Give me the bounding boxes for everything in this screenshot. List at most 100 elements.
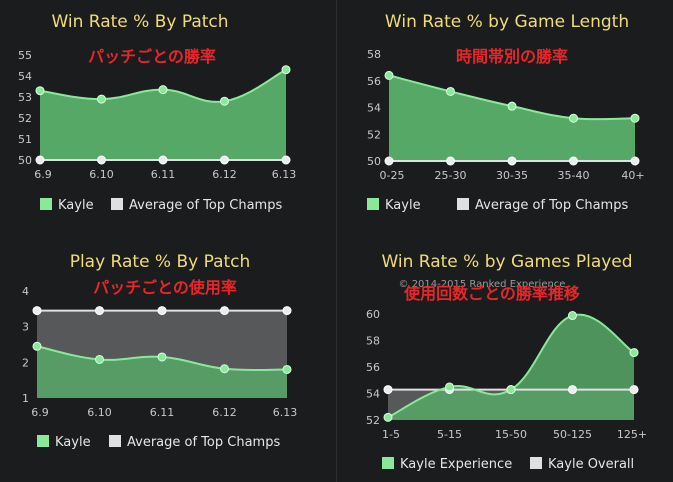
legend-item-series-1[interactable]: Kayle — [40, 198, 94, 213]
data-point-average[interactable] — [158, 155, 168, 165]
legend-label: Average of Top Champs — [475, 198, 628, 213]
x-tick-label: 6.11 — [150, 406, 175, 419]
panel-divider — [336, 0, 337, 482]
data-point-kayle[interactable] — [384, 70, 394, 80]
data-point-average[interactable] — [220, 306, 229, 316]
x-tick-label: 15-50 — [495, 428, 527, 441]
data-point-kayle[interactable] — [282, 364, 292, 374]
legend-label: Kayle Experience — [400, 457, 512, 472]
x-tick-label: 1-5 — [382, 428, 400, 441]
chart-title: Play Rate % By Patch — [70, 252, 251, 272]
data-point-kayle[interactable] — [281, 65, 291, 75]
legend-swatch — [530, 457, 542, 469]
legend-swatch — [367, 198, 379, 210]
y-tick-label: 52 — [367, 128, 381, 141]
y-tick-label: 50 — [18, 154, 32, 167]
data-point-kayle[interactable] — [445, 382, 454, 392]
data-point-average[interactable] — [35, 155, 45, 165]
legend-item-series-2[interactable]: Kayle Overall — [530, 457, 634, 472]
legend-label: Kayle — [55, 435, 91, 450]
y-tick-label: 54 — [366, 388, 380, 401]
x-tick-label: 40+ — [621, 169, 644, 182]
watermark: © 2014-2015 Ranked Experience — [399, 279, 566, 290]
data-point-average[interactable] — [383, 385, 393, 395]
y-tick-label: 52 — [18, 112, 32, 125]
legend-swatch — [40, 198, 52, 210]
y-tick-label: 56 — [367, 75, 381, 88]
annotation-label: 使用回数ごとの勝率推移 — [403, 284, 580, 303]
data-point-average[interactable] — [282, 306, 292, 316]
data-point-kayle[interactable] — [569, 113, 578, 123]
data-point-kayle[interactable] — [446, 86, 455, 96]
data-point-average[interactable] — [384, 156, 394, 166]
data-point-average[interactable] — [97, 155, 106, 165]
data-point-average[interactable] — [507, 156, 517, 166]
y-tick-label: 56 — [366, 361, 380, 374]
legend-item-series-1[interactable]: Kayle — [37, 435, 91, 450]
data-point-kayle[interactable] — [220, 96, 229, 106]
data-point-kayle[interactable] — [383, 412, 393, 422]
legend-item-series-2[interactable]: Average of Top Champs — [111, 198, 282, 213]
data-point-average[interactable] — [157, 306, 167, 316]
legend-label: Average of Top Champs — [127, 435, 280, 450]
data-point-kayle[interactable] — [506, 385, 516, 395]
data-point-kayle[interactable] — [630, 113, 640, 123]
data-point-kayle[interactable] — [97, 94, 106, 104]
data-point-average[interactable] — [220, 155, 229, 165]
legend-label: Kayle — [385, 198, 421, 213]
series-area-kayle — [388, 314, 634, 420]
series-area-kayle — [37, 346, 287, 398]
y-tick-label: 60 — [366, 308, 380, 321]
data-point-average[interactable] — [281, 155, 291, 165]
y-tick-label: 54 — [367, 102, 381, 115]
x-tick-label: 5-15 — [437, 428, 462, 441]
legend-label: Kayle — [58, 198, 94, 213]
chart-play-rate-by-patch: Play Rate % By Patch パッチごとの使用率 1 2 3 4 6.9 6.10… — [22, 252, 297, 450]
chart-title: Win Rate % by Games Played — [381, 252, 632, 272]
legend-item-series-1[interactable]: Kayle Experience — [382, 457, 512, 472]
series-area-kayle — [389, 75, 635, 161]
legend-swatch — [382, 457, 394, 469]
x-tick-label: 35-40 — [558, 169, 590, 182]
legend-swatch — [37, 435, 49, 447]
data-point-average[interactable] — [446, 156, 455, 166]
data-point-average[interactable] — [629, 385, 639, 395]
chart-win-rate-by-games-played: Win Rate % by Games Played © 2014-2015 Ra… — [366, 252, 647, 472]
data-point-average[interactable] — [32, 306, 42, 316]
data-point-average[interactable] — [95, 306, 104, 316]
annotation-label: パッチごとの使用率 — [93, 278, 237, 297]
data-point-average[interactable] — [569, 156, 578, 166]
legend-label: Average of Top Champs — [129, 198, 282, 213]
y-tick-label: 52 — [366, 414, 380, 427]
chart-win-rate-by-patch: Win Rate % By Patch パッチごとの勝率 50 51 52 53 54 55 6… — [18, 12, 296, 213]
y-tick-label: 58 — [366, 335, 380, 348]
x-tick-label: 6.10 — [89, 168, 114, 181]
legend-item-series-1[interactable]: Kayle — [367, 198, 421, 213]
data-point-average[interactable] — [568, 385, 577, 395]
data-point-kayle[interactable] — [629, 348, 639, 358]
data-point-kayle[interactable] — [157, 352, 167, 362]
data-point-kayle[interactable] — [507, 101, 517, 111]
y-tick-label: 4 — [22, 285, 29, 298]
data-point-kayle[interactable] — [35, 86, 45, 96]
chart-title: Win Rate % By Patch — [51, 12, 228, 32]
annotation-label: 時間帯別の勝率 — [456, 47, 568, 66]
data-point-kayle[interactable] — [95, 354, 104, 364]
y-tick-label: 2 — [22, 356, 29, 369]
legend-item-series-2[interactable]: Average of Top Champs — [109, 435, 280, 450]
y-tick-label: 1 — [22, 392, 29, 405]
x-tick-label: 0-25 — [380, 169, 405, 182]
legend-item-series-2[interactable]: Average of Top Champs — [457, 198, 628, 213]
data-point-kayle[interactable] — [158, 85, 168, 95]
data-point-average[interactable] — [630, 156, 640, 166]
x-tick-label: 6.10 — [87, 406, 112, 419]
data-point-kayle[interactable] — [220, 364, 229, 374]
x-tick-label: 6.12 — [212, 406, 237, 419]
data-point-kayle[interactable] — [568, 311, 577, 321]
data-point-kayle[interactable] — [32, 341, 42, 351]
legend-label: Kayle Overall — [548, 457, 634, 472]
x-tick-label: 25-30 — [435, 169, 467, 182]
x-tick-label: 6.9 — [31, 406, 49, 419]
y-tick-label: 58 — [367, 48, 381, 61]
